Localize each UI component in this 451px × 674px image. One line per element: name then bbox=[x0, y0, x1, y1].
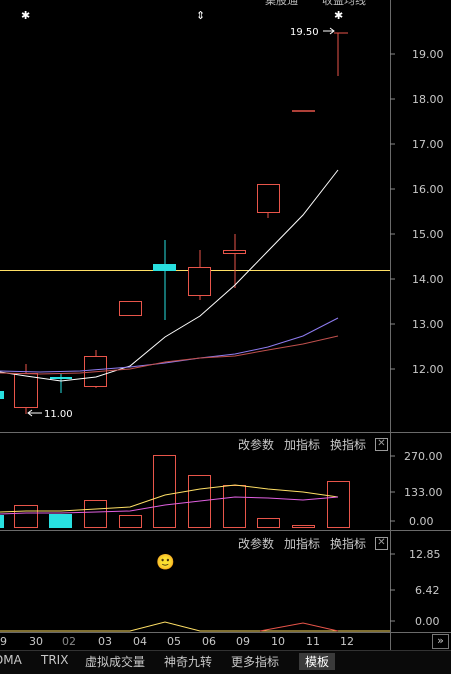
x-label-04: 04 bbox=[133, 635, 147, 648]
swap-marker[interactable]: ⇕ bbox=[196, 9, 206, 22]
x-label-02: 02 bbox=[62, 635, 76, 648]
ma-brown[interactable] bbox=[0, 335, 339, 375]
vol-close-icon[interactable]: ✕ bbox=[375, 438, 388, 451]
low-annotation: 11.00 bbox=[27, 409, 73, 420]
ind-line-yellow[interactable] bbox=[0, 621, 390, 632]
ind-switch-indicator-button[interactable]: 换指标 bbox=[330, 537, 367, 551]
tab-template[interactable]: 模板 bbox=[299, 653, 336, 670]
tab-trix[interactable]: TRIX bbox=[41, 653, 69, 667]
price-tick-19: 19.00 bbox=[412, 48, 444, 61]
x-label-11: 11 bbox=[306, 635, 320, 648]
vol-ma-magenta[interactable] bbox=[0, 496, 339, 515]
tab-more-indicators[interactable]: 更多指标 bbox=[231, 655, 280, 669]
top-label-right: 收益均线 bbox=[322, 0, 366, 7]
star-marker-right[interactable]: ✱ bbox=[334, 9, 344, 22]
ind-params-button[interactable]: 改参数 bbox=[238, 537, 275, 551]
vol-tick-270: 270.00 bbox=[404, 450, 443, 463]
candle-09 bbox=[223, 250, 246, 254]
ind-tick-6: 6.42 bbox=[415, 584, 440, 597]
price-tick-13: 13.00 bbox=[412, 318, 444, 331]
vol-add-indicator-button[interactable]: 加指标 bbox=[284, 438, 321, 452]
star-marker-left[interactable]: ✱ bbox=[21, 9, 31, 22]
price-tick-12: 12.00 bbox=[412, 363, 444, 376]
x-label-30: 30 bbox=[29, 635, 43, 648]
top-label-left: 集股通 bbox=[265, 0, 298, 7]
price-tick-18: 18.00 bbox=[412, 93, 444, 106]
svg-text:19.50: 19.50 bbox=[290, 27, 319, 38]
ind-tick-12: 12.85 bbox=[409, 548, 441, 561]
candle-04 bbox=[119, 301, 142, 316]
candle-05 bbox=[153, 264, 176, 271]
x-label-06: 06 bbox=[202, 635, 216, 648]
vol-params-button[interactable]: 改参数 bbox=[238, 438, 275, 452]
vol-switch-indicator-button[interactable]: 换指标 bbox=[330, 438, 367, 452]
candle-10 bbox=[257, 184, 280, 213]
price-tick-14: 14.00 bbox=[412, 273, 444, 286]
price-axis: 19.00 18.00 17.00 16.00 15.00 14.00 13.0… bbox=[390, 48, 444, 376]
svg-text:11.00: 11.00 bbox=[44, 409, 73, 420]
ind-close-icon[interactable]: ✕ bbox=[375, 537, 388, 550]
vol-tick-133: 133.00 bbox=[404, 486, 443, 499]
ma-purple[interactable] bbox=[0, 317, 339, 373]
x-label-05: 05 bbox=[167, 635, 181, 648]
x-label-03: 03 bbox=[98, 635, 112, 648]
price-tick-16: 16.00 bbox=[412, 183, 444, 196]
x-label-9: 9 bbox=[0, 635, 7, 648]
smiley-icon[interactable]: 🙂 bbox=[156, 553, 175, 571]
volume-axis: 270.00 133.00 0.00 bbox=[390, 450, 443, 528]
vol-tick-0: 0.00 bbox=[409, 515, 434, 528]
vol-ma-yellow[interactable] bbox=[0, 484, 339, 513]
x-label-09b: 09 bbox=[236, 635, 250, 648]
tab-magic-nine[interactable]: 神奇九转 bbox=[164, 655, 213, 669]
candles[interactable] bbox=[0, 32, 348, 414]
tab-virtual-volume[interactable]: 虚拟成交量 bbox=[85, 655, 146, 669]
price-tick-17: 17.00 bbox=[412, 138, 444, 151]
candle-30 bbox=[14, 373, 38, 408]
scroll-right-icon[interactable]: » bbox=[432, 634, 449, 649]
volume-bars[interactable] bbox=[0, 455, 350, 529]
candle-06 bbox=[188, 267, 211, 296]
ind-tick-0: 0.00 bbox=[415, 615, 440, 628]
ind-add-indicator-button[interactable]: 加指标 bbox=[284, 537, 321, 551]
candle-left-edge bbox=[0, 391, 4, 399]
ind-line-red[interactable] bbox=[259, 622, 339, 632]
ma-white[interactable] bbox=[0, 169, 339, 382]
x-label-10: 10 bbox=[271, 635, 285, 648]
price-tick-15: 15.00 bbox=[412, 228, 444, 241]
tab-dma[interactable]: DMA bbox=[0, 653, 22, 667]
bottom-tab-bar bbox=[0, 650, 451, 674]
x-label-12: 12 bbox=[340, 635, 354, 648]
x-axis: 9 30 02 03 04 05 06 09 10 11 12 bbox=[0, 635, 354, 648]
indicator-axis: 12.85 6.42 0.00 bbox=[390, 548, 441, 628]
high-annotation: 19.50 bbox=[290, 27, 335, 38]
